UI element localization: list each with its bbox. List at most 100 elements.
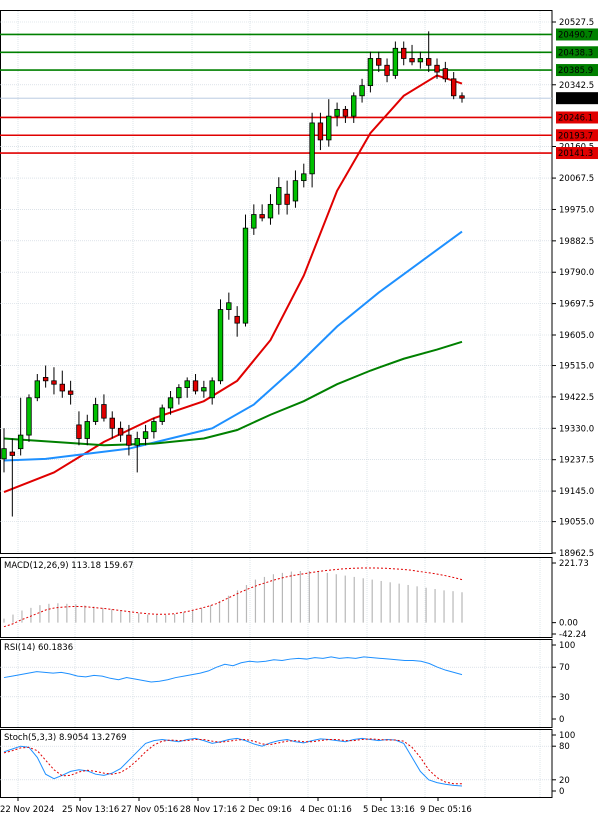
candle-bullish: [142, 431, 149, 439]
stoch-d-line: [3, 738, 462, 785]
candle-bullish: [367, 58, 374, 87]
resistance-label: 20385.9: [558, 66, 593, 76]
y-tick-label: 19330.0: [559, 424, 594, 434]
candle-bearish: [459, 95, 465, 99]
resistance-label-box: [556, 46, 598, 59]
candle-bearish: [234, 315, 240, 324]
macd-label: MACD(12,26,9) 113.18 159.67: [4, 561, 133, 571]
rsi-panel: RSI(14) 60.1836 100 70 30 0: [0, 641, 575, 725]
candle-bullish: [309, 122, 315, 175]
y-tick-label: 19237.5: [559, 456, 594, 466]
stoch-y-tick-label: 80: [559, 742, 570, 752]
x-tick-label: 28 Nov 17:16: [180, 805, 237, 815]
rsi-y-tick-label: 0: [559, 715, 564, 725]
candle-bullish: [351, 95, 357, 117]
macd-y-tick-label: -42.24: [559, 630, 586, 640]
candle-bearish: [259, 214, 265, 219]
candle-bullish: [251, 214, 257, 229]
candle-bullish: [226, 302, 232, 310]
y-tick-label: 18962.5: [559, 549, 594, 559]
candle-bullish: [334, 108, 340, 117]
candle-bullish: [417, 58, 424, 63]
candle-bearish: [126, 434, 132, 446]
candle-bullish: [292, 180, 299, 202]
candle-bearish: [76, 424, 82, 439]
support-label: 20193.7: [558, 131, 593, 141]
candle-bullish: [159, 407, 165, 422]
rsi-y-tick-label: 30: [559, 693, 570, 703]
candle-bullish: [167, 397, 174, 409]
candle-bullish: [392, 47, 399, 76]
y-tick-label: 19422.5: [559, 393, 594, 403]
support-label-box: [556, 147, 598, 160]
candle-bullish: [201, 387, 207, 392]
resistance-label-box: [556, 64, 598, 77]
candle-bullish: [276, 187, 282, 205]
support-label-box: [556, 111, 598, 124]
candle-bullish: [301, 173, 307, 182]
candle-bearish: [9, 451, 16, 456]
rsi-line: [3, 656, 463, 683]
candle-bearish: [109, 417, 115, 429]
stoch-k-line: [3, 737, 463, 787]
y-tick-label: 20342.5: [559, 81, 594, 91]
y-tick-label: 19697.5: [559, 300, 594, 310]
candle-bearish: [117, 427, 124, 436]
candle-bullish: [359, 85, 365, 97]
candle-bearish: [317, 122, 324, 141]
candle-bullish: [242, 227, 249, 324]
candle-bearish: [101, 404, 107, 419]
candle-bearish: [450, 78, 457, 97]
y-tick-label: 20067.5: [559, 174, 594, 184]
candle-bearish: [409, 58, 415, 63]
resistance-label: 20438.3: [558, 48, 593, 58]
stoch-y-tick-label: 20: [559, 776, 570, 786]
candle-bullish: [267, 203, 274, 219]
y-tick-label: 19790.0: [559, 268, 594, 278]
moving-average-line: [3, 74, 463, 494]
candle-bearish: [67, 390, 74, 395]
support-label-box: [556, 129, 598, 142]
candle-bullish: [134, 438, 140, 446]
candle-bullish: [1, 448, 7, 460]
x-tick-label: 4 Dec 01:16: [300, 805, 352, 815]
support-label: 20141.3: [558, 149, 593, 159]
rsi-y-tick-label: 100: [559, 641, 575, 651]
moving-average-line: [3, 230, 463, 462]
current-price-label: 20303.0: [558, 94, 593, 104]
panel-border-rsi: [0, 639, 553, 728]
y-tick-label: 19515.0: [559, 362, 594, 372]
stoch-y-tick-label: 0: [559, 787, 564, 797]
candle-bearish: [426, 58, 432, 66]
candle-bullish: [34, 380, 40, 399]
x-tick-label: 25 Nov 13:16: [62, 805, 119, 815]
macd-y-tick-label: 0.00: [559, 619, 578, 629]
y-tick-label: 19605.0: [559, 331, 594, 341]
candle-bullish: [184, 380, 190, 388]
macd-y-tick-label: 221.73: [559, 559, 589, 569]
gridlines: [17, 11, 541, 797]
macd-panel: MACD(12,26,9) 113.18 159.67 221.73 0.00-42…: [3, 559, 589, 640]
candle-bullish: [151, 421, 157, 433]
candle-bullish: [92, 404, 99, 422]
candle-bullish: [26, 397, 32, 436]
current-price-box: [556, 92, 598, 105]
candle-bullish: [84, 421, 90, 439]
candle-bearish: [192, 380, 199, 392]
rsi-y-tick-label: 70: [559, 663, 570, 673]
candle-bearish: [376, 58, 382, 66]
y-tick-label: 19055.0: [559, 518, 594, 528]
candle-bearish: [434, 64, 440, 73]
candle-bearish: [401, 47, 407, 59]
panel-frames: [0, 10, 553, 798]
x-tick-label: 5 Dec 13:16: [363, 805, 415, 815]
candle-bullish: [17, 434, 24, 450]
y-tick-label: 19975.0: [559, 205, 594, 215]
panel-border-macd: [0, 557, 553, 638]
rsi-label: RSI(14) 60.1836: [4, 643, 73, 653]
candle-bearish: [284, 193, 290, 205]
x-tick-label: 2 Dec 09:16: [240, 805, 292, 815]
